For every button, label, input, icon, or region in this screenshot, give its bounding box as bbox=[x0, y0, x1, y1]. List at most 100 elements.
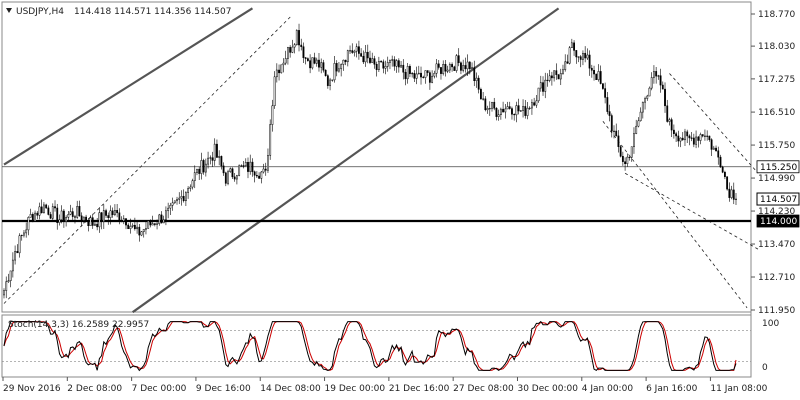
candle-body bbox=[431, 75, 434, 83]
candle-body bbox=[599, 71, 602, 84]
candle-body bbox=[373, 58, 376, 65]
candle-body bbox=[375, 63, 378, 71]
candle-body bbox=[484, 98, 487, 111]
candle-body bbox=[728, 188, 731, 198]
candle-body bbox=[158, 214, 161, 225]
candle-body bbox=[522, 106, 524, 111]
upper-channel-line[interactable] bbox=[3, 7, 254, 166]
candle-body bbox=[23, 232, 25, 236]
candle-body bbox=[111, 210, 114, 216]
x-tick-label: 21 Dec 16:00 bbox=[389, 384, 450, 394]
candle-body bbox=[493, 101, 496, 109]
candle-body bbox=[169, 204, 172, 209]
candle-body bbox=[464, 65, 467, 70]
x-tick-label: 6 Jan 16:00 bbox=[646, 384, 698, 394]
candle-body bbox=[3, 290, 5, 296]
candle-body bbox=[74, 216, 76, 218]
candle-body bbox=[20, 234, 23, 237]
candle-body bbox=[395, 60, 398, 67]
candle-body bbox=[633, 133, 635, 147]
y-tick-label: 114.230 bbox=[758, 207, 795, 217]
candle-body bbox=[539, 82, 542, 89]
candle-body bbox=[67, 214, 70, 218]
price-tag-box bbox=[756, 214, 800, 228]
candle-body bbox=[264, 168, 267, 171]
x-tick-label: 11 Jan 08:00 bbox=[710, 384, 767, 394]
candle-body bbox=[31, 214, 34, 222]
y-tick-label: 114.990 bbox=[758, 174, 795, 184]
candle-body bbox=[679, 137, 682, 142]
candle-body bbox=[415, 73, 418, 79]
lower-channel-line[interactable] bbox=[132, 7, 560, 314]
candle-body bbox=[491, 101, 493, 109]
candle-body bbox=[260, 171, 263, 179]
candle-body bbox=[595, 73, 598, 80]
candle-body bbox=[406, 66, 409, 80]
candle-body bbox=[553, 70, 556, 79]
candle-body bbox=[684, 131, 686, 141]
candle-body bbox=[82, 216, 85, 221]
candle-body bbox=[80, 215, 83, 221]
candle-body bbox=[382, 61, 385, 69]
candle-body bbox=[191, 180, 194, 188]
candle-body bbox=[253, 171, 256, 176]
candle-body bbox=[357, 46, 360, 54]
candle-body bbox=[506, 106, 509, 110]
candle-body bbox=[575, 50, 578, 58]
candle-body bbox=[548, 75, 551, 81]
candle-body bbox=[173, 200, 176, 204]
candle-body bbox=[360, 53, 363, 57]
candle-body bbox=[87, 221, 90, 226]
candle-body bbox=[608, 111, 611, 116]
candle-body bbox=[76, 206, 79, 218]
collapse-arrow-icon[interactable] bbox=[6, 8, 12, 13]
candle-body bbox=[471, 67, 473, 70]
candle-body bbox=[668, 119, 671, 122]
candle-body bbox=[353, 50, 356, 53]
candle-body bbox=[380, 61, 383, 63]
candle-body bbox=[453, 66, 456, 71]
candle-body bbox=[482, 98, 485, 100]
candle-body bbox=[311, 57, 314, 69]
dashed-channel-top[interactable] bbox=[3, 14, 293, 304]
descending-channel-mid[interactable] bbox=[624, 172, 759, 250]
candle-body bbox=[639, 111, 642, 122]
candle-body bbox=[444, 64, 447, 72]
candle-body bbox=[69, 211, 72, 215]
candle-body bbox=[204, 163, 207, 173]
candle-body bbox=[590, 67, 593, 71]
candle-body bbox=[488, 108, 491, 110]
candle-body bbox=[586, 54, 589, 59]
candle-body bbox=[362, 55, 365, 63]
candle-body bbox=[138, 226, 141, 236]
candle-body bbox=[413, 73, 416, 79]
y-tick-label: 117.275 bbox=[758, 75, 795, 85]
candle-body bbox=[508, 106, 511, 109]
candle-body bbox=[533, 102, 536, 106]
candle-body bbox=[555, 70, 558, 75]
candle-body bbox=[389, 60, 391, 63]
candle-body bbox=[258, 175, 261, 179]
candle-body bbox=[677, 135, 680, 142]
descending-channel-upper[interactable] bbox=[669, 73, 759, 174]
candle-body bbox=[322, 62, 325, 71]
candle-body bbox=[719, 156, 722, 168]
candle-body bbox=[318, 59, 320, 68]
candle-body bbox=[568, 47, 571, 64]
candle-body bbox=[9, 270, 12, 281]
candle-body bbox=[460, 62, 462, 71]
candle-body bbox=[442, 64, 445, 74]
x-tick-label: 27 Dec 08:00 bbox=[453, 384, 514, 394]
candle-body bbox=[732, 189, 735, 200]
stoch-scale-label: 0 bbox=[762, 363, 768, 373]
candle-body bbox=[613, 130, 615, 132]
candle-body bbox=[209, 157, 212, 159]
candle-body bbox=[597, 71, 600, 80]
candle-body bbox=[641, 101, 644, 113]
candle-body bbox=[355, 46, 358, 52]
candle-body bbox=[670, 119, 673, 131]
candle-body bbox=[289, 47, 292, 53]
candle-body bbox=[320, 62, 323, 68]
chart-ohlc: 114.418 114.571 114.356 114.507 bbox=[74, 7, 231, 17]
